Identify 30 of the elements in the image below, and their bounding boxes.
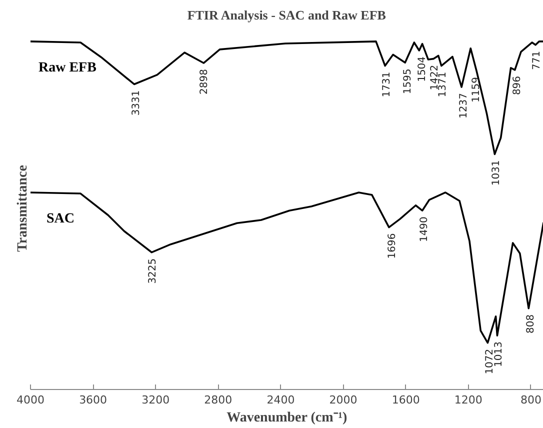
annotation: 1696 bbox=[386, 233, 398, 259]
x-tick-label: 2400 bbox=[266, 394, 295, 406]
x-tick-label: 2800 bbox=[204, 394, 232, 406]
annotation: 1595 bbox=[402, 68, 414, 94]
annotation: 1490 bbox=[419, 216, 430, 242]
annotation: 1731 bbox=[381, 72, 392, 98]
annotation: 808 bbox=[526, 314, 537, 334]
annotation: 1159 bbox=[470, 77, 482, 102]
x-tick-label: 1600 bbox=[392, 394, 420, 406]
annotation: 3331 bbox=[131, 90, 142, 116]
x-tick-label: 4000 bbox=[16, 394, 45, 406]
annotation: 1072 bbox=[484, 348, 496, 374]
series-label: Raw EFB bbox=[38, 60, 96, 76]
annotation: 771 bbox=[532, 50, 543, 70]
annotation: 896 bbox=[512, 76, 523, 96]
annotation: 1504 bbox=[416, 56, 428, 82]
x-tick-label: 800 bbox=[520, 394, 542, 406]
x-tick-label: 2000 bbox=[329, 394, 358, 406]
chart-title: FTIR Analysis - SAC and Raw EFB bbox=[187, 8, 386, 22]
x-tick-label: 3200 bbox=[142, 394, 170, 406]
annotation: 1013 bbox=[494, 342, 505, 367]
annotation: 1237 bbox=[458, 93, 470, 118]
annotation: 1031 bbox=[490, 160, 502, 186]
annotation: 3225 bbox=[148, 258, 159, 284]
x-tick-label: 1200 bbox=[454, 394, 482, 406]
x-tick-label: 3600 bbox=[79, 394, 108, 406]
y-axis-title: Transmittance bbox=[16, 165, 30, 252]
series-label: SAC bbox=[46, 211, 75, 226]
x-axis-title: Wavenumber (cm⁻¹) bbox=[226, 410, 348, 426]
annotation: 2898 bbox=[198, 69, 210, 94]
